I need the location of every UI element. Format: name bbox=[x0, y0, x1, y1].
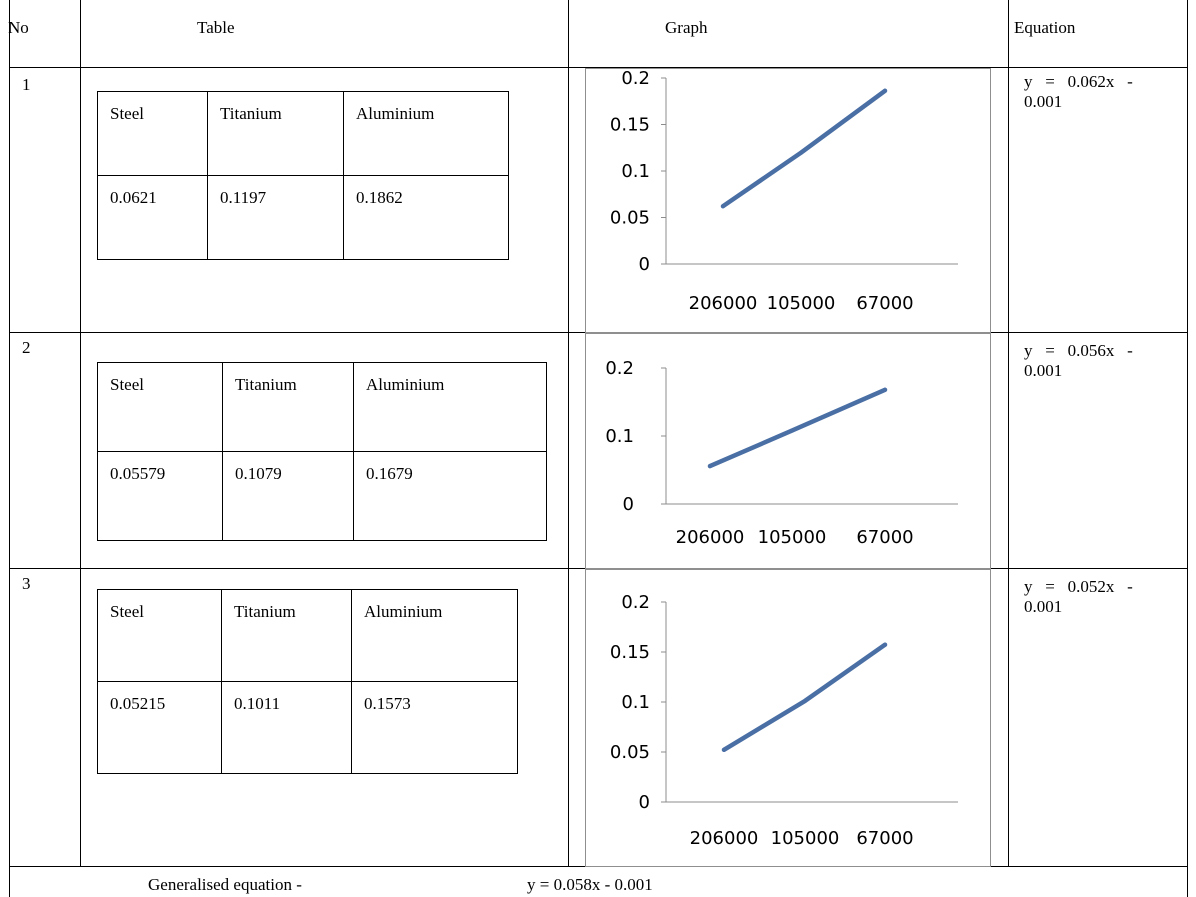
data-point bbox=[883, 387, 887, 392]
grid-line bbox=[1008, 0, 1009, 866]
data-table: Steel Titanium Aluminium 0.05215 0.1011 … bbox=[97, 589, 518, 774]
table-label-steel: Steel bbox=[97, 362, 223, 452]
chart-3: 0 0.05 0.1 0.15 0.2 206000 105000 67000 bbox=[585, 569, 991, 867]
equation-line1: y = 0.062x - bbox=[1024, 72, 1133, 91]
series-line bbox=[707, 387, 888, 469]
y-tick-label: 0.2 bbox=[621, 592, 650, 613]
table-label-steel: Steel bbox=[97, 91, 208, 176]
equation-line2: 0.001 bbox=[1024, 361, 1063, 380]
table-label-aluminium: Aluminium bbox=[343, 91, 509, 176]
header-table: Table bbox=[197, 18, 235, 37]
data-table: Steel Titanium Aluminium 0.0621 0.1197 0… bbox=[97, 91, 509, 260]
header-graph: Graph bbox=[665, 18, 708, 37]
table-value-titanium: 0.1011 bbox=[221, 681, 352, 774]
data-point bbox=[708, 464, 712, 469]
y-tick-label: 0.05 bbox=[610, 742, 650, 763]
y-tick-label: 0.1 bbox=[605, 426, 634, 447]
y-tick-label: 0 bbox=[639, 792, 650, 813]
series-line bbox=[720, 88, 888, 209]
y-tick-label: 0.15 bbox=[610, 642, 650, 663]
y-tick-label: 0.1 bbox=[621, 161, 650, 182]
data-point bbox=[883, 88, 887, 93]
table-label-titanium: Titanium bbox=[221, 589, 352, 682]
grid-line bbox=[1187, 0, 1188, 897]
header-no: No bbox=[8, 18, 29, 37]
equation-line2: 0.001 bbox=[1024, 597, 1063, 616]
x-tick-label: 67000 bbox=[856, 828, 913, 849]
table-value-aluminium: 0.1862 bbox=[343, 175, 509, 260]
x-tick-label: 105000 bbox=[758, 527, 827, 548]
data-point bbox=[883, 642, 887, 647]
data-table: Steel Titanium Aluminium 0.05579 0.1079 … bbox=[97, 362, 547, 541]
x-tick-label: 105000 bbox=[767, 293, 836, 314]
data-point bbox=[722, 747, 726, 752]
y-tick-label: 0.05 bbox=[610, 208, 650, 229]
table-label-titanium: Titanium bbox=[207, 91, 344, 176]
y-tick-label: 0.1 bbox=[621, 692, 650, 713]
row-number: 3 bbox=[22, 574, 31, 593]
x-tick-label: 105000 bbox=[771, 828, 840, 849]
y-tick-label: 0 bbox=[623, 494, 634, 515]
y-tick-label: 0.15 bbox=[610, 115, 650, 136]
x-tick-label: 206000 bbox=[689, 293, 758, 314]
data-point bbox=[721, 204, 725, 209]
chart-1: 0 0.05 0.1 0.15 0.2 206000 105000 67000 bbox=[585, 68, 991, 333]
table-value-titanium: 0.1197 bbox=[207, 175, 344, 260]
row-number: 2 bbox=[22, 338, 31, 357]
grid-line bbox=[9, 67, 1188, 68]
equation-line1: y = 0.052x - bbox=[1024, 577, 1133, 596]
table-value-steel: 0.05579 bbox=[97, 451, 223, 541]
table-value-aluminium: 0.1679 bbox=[353, 451, 547, 541]
table-label-titanium: Titanium bbox=[222, 362, 354, 452]
generalised-equation: y = 0.058x - 0.001 bbox=[527, 875, 653, 894]
x-tick-label: 206000 bbox=[676, 527, 745, 548]
x-tick-label: 67000 bbox=[856, 293, 913, 314]
equation-line2: 0.001 bbox=[1024, 92, 1063, 111]
generalised-equation-label: Generalised equation - bbox=[148, 875, 302, 894]
row-number: 1 bbox=[22, 75, 31, 94]
x-tick-label: 67000 bbox=[856, 527, 913, 548]
grid-line bbox=[568, 0, 569, 866]
header-equation: Equation bbox=[1014, 18, 1076, 37]
y-tick-label: 0.2 bbox=[621, 69, 650, 89]
series-line bbox=[721, 642, 888, 753]
data-point bbox=[790, 428, 794, 433]
grid-line bbox=[9, 0, 10, 897]
grid-line bbox=[80, 0, 81, 866]
table-label-steel: Steel bbox=[97, 589, 222, 682]
y-tick-label: 0.2 bbox=[605, 358, 634, 379]
y-tick-label: 0 bbox=[639, 254, 650, 275]
data-point bbox=[803, 698, 807, 703]
table-value-aluminium: 0.1573 bbox=[351, 681, 518, 774]
table-label-aluminium: Aluminium bbox=[353, 362, 547, 452]
x-tick-label: 206000 bbox=[690, 828, 759, 849]
table-label-aluminium: Aluminium bbox=[351, 589, 518, 682]
equation-line1: y = 0.056x - bbox=[1024, 341, 1133, 360]
data-point bbox=[799, 150, 803, 155]
chart-2: 0 0.1 0.2 206000 105000 67000 bbox=[585, 333, 991, 569]
table-value-steel: 0.05215 bbox=[97, 681, 222, 774]
table-value-titanium: 0.1079 bbox=[222, 451, 354, 541]
table-value-steel: 0.0621 bbox=[97, 175, 208, 260]
